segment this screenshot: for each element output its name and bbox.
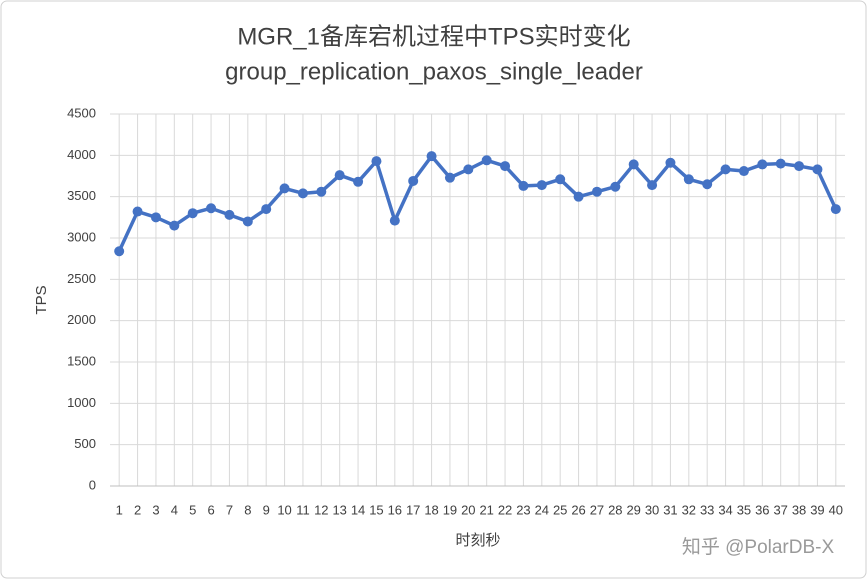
y-tick-label: 2500 [67, 271, 96, 286]
y-tick-label: 4500 [67, 105, 96, 120]
x-axis-title: 时刻秒 [455, 532, 500, 549]
x-tick-label: 39 [810, 502, 824, 517]
x-tick-label: 38 [792, 502, 806, 517]
data-point [628, 159, 639, 170]
watermark: 知乎 @PolarDB-X [682, 536, 835, 558]
data-point [224, 209, 235, 220]
x-tick-label: 14 [351, 502, 365, 517]
data-point [610, 181, 621, 192]
y-tick-label: 0 [89, 477, 96, 492]
data-point [757, 159, 768, 170]
data-point [389, 215, 400, 226]
x-tick-label: 9 [263, 502, 270, 517]
data-point [812, 164, 823, 175]
data-point [132, 206, 143, 217]
data-point [408, 175, 419, 186]
data-point [169, 220, 180, 231]
data-point [279, 183, 290, 194]
x-tick-label: 10 [277, 502, 291, 517]
data-point [242, 216, 253, 227]
data-point [555, 174, 566, 185]
data-point [702, 179, 713, 190]
x-tick-label: 3 [152, 502, 159, 517]
y-tick-label: 1500 [67, 353, 96, 368]
x-tick-label: 17 [406, 502, 420, 517]
x-tick-label: 26 [571, 502, 585, 517]
y-tick-label: 2000 [67, 312, 96, 327]
data-point [665, 157, 676, 168]
x-tick-label: 25 [553, 502, 567, 517]
y-tick-label: 3000 [67, 229, 96, 244]
data-point [683, 174, 694, 185]
x-tick-label: 11 [296, 502, 310, 517]
x-tick-label: 13 [332, 502, 346, 517]
x-tick-label: 21 [479, 502, 493, 517]
data-point [591, 186, 602, 197]
data-point [353, 176, 364, 187]
data-point [647, 180, 658, 191]
chart-subtitle: group_replication_paxos_single_leader [225, 58, 643, 85]
data-point [316, 186, 327, 197]
x-tick-label: 19 [443, 502, 457, 517]
x-tick-label: 35 [737, 502, 751, 517]
x-tick-label: 22 [498, 502, 512, 517]
x-tick-label: 15 [369, 502, 383, 517]
data-point [187, 208, 198, 219]
data-point [500, 161, 511, 172]
x-tick-label: 28 [608, 502, 622, 517]
data-point [830, 204, 841, 215]
data-point [114, 246, 125, 257]
x-tick-label: 40 [829, 502, 843, 517]
data-point [573, 191, 584, 202]
data-point [481, 155, 492, 166]
data-point [371, 156, 382, 167]
x-tick-label: 36 [755, 502, 769, 517]
x-tick-label: 1 [116, 502, 123, 517]
data-point [463, 164, 474, 175]
data-point [334, 170, 345, 181]
series-line [117, 154, 838, 252]
x-tick-label: 33 [700, 502, 714, 517]
x-tick-label: 5 [189, 502, 196, 517]
y-tick-label: 1000 [67, 395, 96, 410]
x-tick-label: 7 [226, 502, 233, 517]
x-tick-label: 16 [388, 502, 402, 517]
x-tick-label: 29 [626, 502, 640, 517]
data-point [720, 164, 731, 175]
x-tick-label: 18 [424, 502, 438, 517]
x-tick-label: 34 [718, 502, 732, 517]
x-tick-label: 23 [516, 502, 530, 517]
data-point [297, 188, 308, 199]
data-point [426, 151, 437, 162]
y-axis-title: TPS [33, 285, 50, 314]
x-tick-label: 37 [773, 502, 787, 517]
data-point [738, 166, 749, 177]
x-tick-label: 32 [682, 502, 696, 517]
x-tick-label: 24 [535, 502, 549, 517]
data-point [261, 204, 272, 215]
x-tick-label: 4 [171, 502, 178, 517]
data-point [150, 212, 161, 223]
x-tick-label: 8 [244, 502, 251, 517]
x-tick-label: 12 [314, 502, 328, 517]
data-point [206, 203, 217, 214]
y-tick-label: 500 [74, 436, 96, 451]
data-point [444, 172, 455, 183]
x-tick-label: 2 [134, 502, 141, 517]
x-tick-label: 20 [461, 502, 475, 517]
x-tick-label: 31 [663, 502, 677, 517]
x-tick-label: 27 [590, 502, 604, 517]
chart-title: MGR_1备库宕机过程中TPS实时变化 [237, 23, 630, 50]
y-tick-label: 3500 [67, 188, 96, 203]
y-tick-label: 4000 [67, 147, 96, 162]
x-tick-label: 6 [207, 502, 214, 517]
data-point [794, 161, 805, 172]
x-tick-label: 30 [645, 502, 659, 517]
data-point [536, 180, 547, 191]
data-point [518, 180, 529, 191]
data-point [775, 158, 786, 169]
